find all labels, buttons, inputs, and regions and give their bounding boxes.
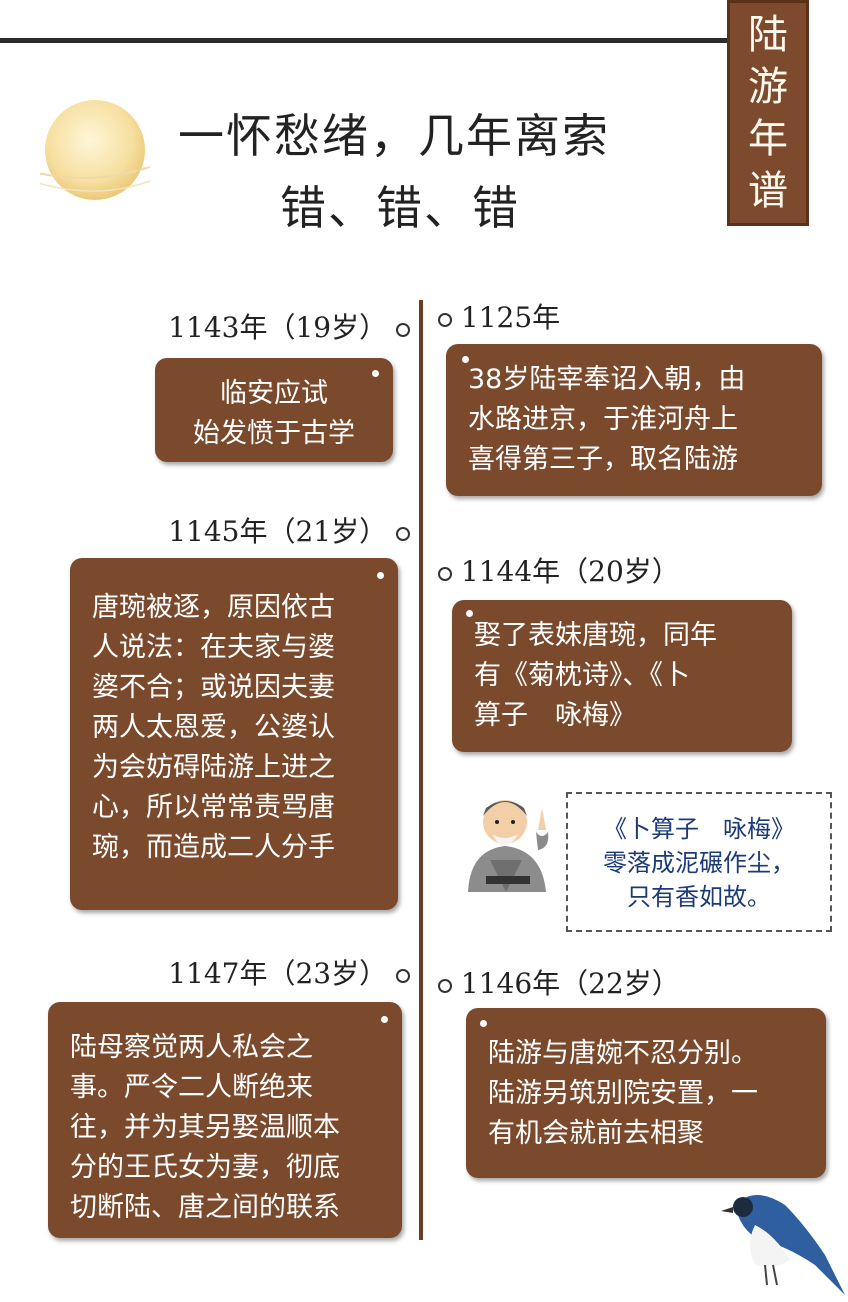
magpie-illustration-icon: [721, 1195, 845, 1295]
event-text: 人说法：在夫家与婆: [92, 632, 335, 663]
event-text: 有《菊枕诗》、《卜: [474, 660, 690, 691]
badge-char: 谱: [748, 168, 788, 214]
page-title: 一怀愁绪，几年离索: [178, 109, 610, 163]
badge-char: 游: [748, 64, 788, 110]
quote-box: 《卜算子 咏梅》 零落成泥碾作尘， 只有香如故。: [566, 792, 832, 932]
event-year: 1146年（22岁）: [438, 962, 680, 1002]
event-year: 1125年: [438, 296, 560, 336]
timeline-dot-icon: [438, 978, 452, 993]
event-year: 1144年（20岁）: [438, 550, 680, 590]
event-text: 往，并为其另娶温顺本: [70, 1112, 340, 1143]
chronicle-badge: 陆 游 年 谱: [727, 0, 809, 226]
card-dot-icon: [462, 356, 469, 363]
event-text: 陆游与唐婉不忍分别。: [488, 1038, 758, 1069]
event-card: 38岁陆宰奉诏入朝，由 水路进京，于淮河舟上 喜得第三子，取名陆游: [446, 344, 822, 496]
moon-illustration: [40, 100, 150, 200]
top-rule: [0, 38, 730, 43]
event-text: 娶了表妹唐琬，同年: [474, 620, 717, 651]
event-text: 38岁陆宰奉诏入朝，由: [468, 364, 746, 395]
quote-line: 零落成泥碾作尘，: [603, 849, 795, 877]
event-text: 事。严令二人断绝来: [70, 1072, 313, 1103]
event-text: 水路进京，于淮河舟上: [468, 404, 738, 435]
event-text: 心，所以常常责骂唐: [92, 792, 335, 823]
year-label: 1143年（19岁）: [168, 311, 388, 344]
event-text: 婆不合；或说因夫妻: [92, 672, 335, 703]
year-label: 1125年: [460, 301, 561, 334]
card-dot-icon: [381, 1016, 388, 1023]
event-text: 琬，而造成二人分手: [92, 832, 335, 863]
quote-title: 《卜算子 咏梅》: [603, 815, 795, 843]
card-dot-icon: [466, 610, 473, 617]
event-year: 1147年（23岁）: [168, 952, 410, 992]
event-text: 两人太恩爱，公婆认: [92, 712, 335, 743]
timeline-dot-icon: [396, 322, 410, 337]
timeline-dot-icon: [438, 566, 452, 581]
year-label: 1144年（20岁）: [460, 555, 680, 588]
event-text: 喜得第三子，取名陆游: [468, 444, 738, 475]
event-card: 陆游与唐婉不忍分别。 陆游另筑别院安置，一 有机会就前去相聚: [466, 1008, 826, 1178]
event-text: 唐琬被逐，原因依古: [92, 592, 335, 623]
card-dot-icon: [372, 370, 379, 377]
event-text: 算子 咏梅》: [474, 700, 636, 731]
event-text: 临安应试: [220, 378, 328, 409]
event-text: 陆母察觉两人私会之: [70, 1032, 313, 1063]
poet-illustration-icon: [468, 800, 549, 892]
event-text: 有机会就前去相聚: [488, 1118, 704, 1149]
card-dot-icon: [480, 1020, 487, 1027]
page-subtitle: 错、错、错: [280, 181, 520, 235]
badge-char: 陆: [748, 12, 788, 58]
event-text: 始发愤于古学: [193, 418, 355, 449]
event-card: 临安应试 始发愤于古学: [155, 358, 393, 462]
event-card: 唐琬被逐，原因依古 人说法：在夫家与婆 婆不合；或说因夫妻 两人太恩爱，公婆认 …: [70, 558, 398, 910]
event-text: 为会妨碍陆游上进之: [92, 752, 335, 783]
card-dot-icon: [377, 572, 384, 579]
year-label: 1146年（22岁）: [460, 967, 680, 1000]
quote-line: 只有香如故。: [627, 883, 771, 911]
timeline-dot-icon: [396, 526, 410, 541]
timeline-dot-icon: [396, 968, 410, 983]
event-year: 1143年（19岁）: [168, 306, 410, 346]
event-card: 陆母察觉两人私会之 事。严令二人断绝来 往，并为其另娶温顺本 分的王氏女为妻，彻…: [48, 1002, 402, 1238]
event-text: 陆游另筑别院安置，一: [488, 1078, 758, 1109]
timeline-axis: [419, 300, 423, 1240]
year-label: 1147年（23岁）: [168, 957, 388, 990]
event-year: 1145年（21岁）: [168, 510, 410, 550]
event-card: 娶了表妹唐琬，同年 有《菊枕诗》、《卜 算子 咏梅》: [452, 600, 792, 752]
event-text: 切断陆、唐之间的联系: [70, 1192, 340, 1223]
timeline-dot-icon: [438, 312, 452, 327]
badge-char: 年: [748, 116, 788, 162]
year-label: 1145年（21岁）: [168, 515, 388, 548]
event-text: 分的王氏女为妻，彻底: [70, 1152, 340, 1183]
